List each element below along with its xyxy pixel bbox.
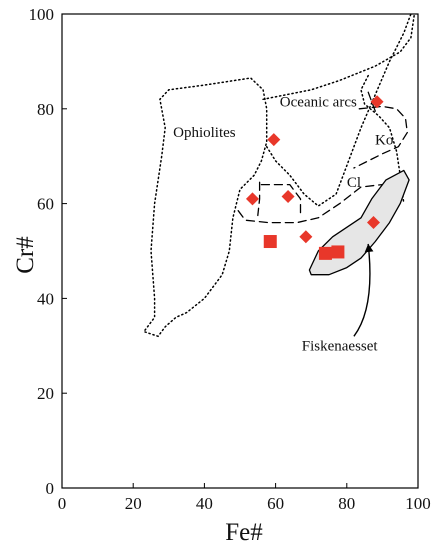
x-tick-label: 80 bbox=[338, 494, 355, 513]
ko-label: Ko bbox=[375, 132, 393, 148]
y-tick-label: 80 bbox=[37, 100, 54, 119]
boundary-2-outline bbox=[265, 13, 412, 207]
x-axis-title: Fe# bbox=[225, 519, 263, 546]
x-tick-label: 60 bbox=[267, 494, 284, 513]
plot-frame bbox=[61, 13, 419, 489]
annotation-layer: Fiskenaesset bbox=[302, 243, 379, 355]
y-tick-label: 100 bbox=[29, 5, 55, 24]
boundary-6-outline bbox=[260, 183, 302, 214]
diamond-marker bbox=[367, 216, 380, 230]
square-marker bbox=[263, 235, 277, 249]
diamond-marker bbox=[267, 133, 281, 147]
oceanic-arcs-label: Oceanic arcs bbox=[280, 94, 357, 110]
x-tick-label: 20 bbox=[125, 494, 142, 513]
diamond-marker bbox=[281, 189, 295, 203]
y-tick-label: 60 bbox=[37, 195, 54, 214]
diamond-marker bbox=[245, 192, 259, 206]
fiskenaesset-label: Fiskenaesset bbox=[302, 339, 379, 355]
x-tick-label: 40 bbox=[196, 494, 213, 513]
x-tick-label: 0 bbox=[58, 494, 67, 513]
boundary-7-outline bbox=[257, 181, 261, 217]
y-tick-label: 20 bbox=[37, 384, 54, 403]
square-marker bbox=[318, 246, 332, 260]
cl-outline bbox=[237, 183, 384, 224]
region-layer: Ophiolites Oceanic arcs Ko Cl bbox=[143, 13, 416, 338]
square-marker bbox=[331, 245, 345, 259]
ophiolites-label: Ophiolites bbox=[173, 125, 236, 141]
diamond-marker bbox=[370, 95, 384, 109]
annotation-arrow-line bbox=[353, 243, 371, 337]
marker-layer bbox=[245, 95, 384, 260]
oceanic-arcs-outline bbox=[262, 13, 416, 101]
ophiolites-outline bbox=[143, 77, 268, 338]
y-tick-label: 40 bbox=[37, 289, 54, 308]
ticks-layer: 0 20 40 60 80 100 0 20 40 60 80 100 bbox=[29, 5, 431, 513]
x-tick-label: 100 bbox=[405, 494, 431, 513]
y-tick-label: 0 bbox=[46, 479, 55, 498]
diamond-marker bbox=[299, 230, 313, 244]
annotation-arrow-head bbox=[364, 243, 374, 253]
y-axis-title: Cr# bbox=[12, 236, 39, 274]
boundary-3-outline bbox=[360, 74, 405, 205]
ko-outline bbox=[353, 105, 408, 169]
boundary-8-outline bbox=[367, 91, 376, 112]
cl-label: Cl bbox=[347, 175, 361, 191]
